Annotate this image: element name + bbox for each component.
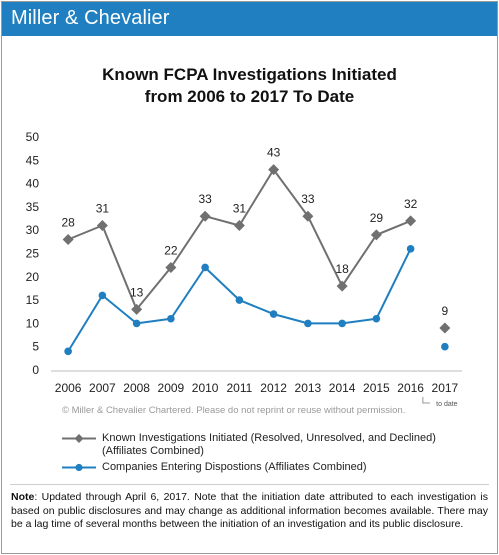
data-point-companies	[132, 319, 141, 328]
x-tick-label: 2006	[55, 381, 82, 395]
legend-item-companies: Companies Entering Dispostions (Affiliat…	[62, 461, 482, 474]
data-point-investigations	[199, 210, 211, 222]
data-label-investigations: 9	[442, 304, 449, 318]
x-tick-label: 2011	[226, 381, 252, 395]
data-label-investigations: 18	[335, 262, 349, 276]
x-tick-label: 2010	[192, 381, 219, 395]
data-point-investigations	[96, 220, 108, 232]
data-label-investigations: 29	[370, 211, 384, 225]
x-tick-label: 2014	[329, 381, 356, 395]
series-line-investigations	[67, 168, 411, 311]
y-tick-label: 0	[32, 363, 39, 377]
legend-label-companies: Companies Entering Dispostions (Affiliat…	[102, 461, 367, 473]
data-point-companies	[304, 319, 312, 328]
data-point-investigations	[370, 229, 382, 241]
chart-title-line-2: from 2006 to 2017 To Date	[144, 87, 355, 106]
note-divider	[10, 484, 489, 485]
chart-title: Known FCPA Investigations Initiated from…	[2, 64, 497, 108]
x-tick-sublabel-bracket	[422, 397, 430, 404]
data-point-companies	[441, 342, 449, 351]
data-point-companies	[406, 245, 415, 253]
x-tick-sublabel: to date	[436, 401, 458, 408]
chart-legend: Known Investigations Initiated (Resolved…	[62, 432, 482, 477]
y-tick-label: 20	[26, 270, 40, 284]
x-tick-label: 2012	[260, 381, 287, 395]
y-tick-label: 15	[26, 293, 40, 307]
data-label-investigations: 33	[198, 192, 212, 206]
brand-logo: Miller & Chevalier	[11, 7, 170, 29]
data-point-investigations	[165, 261, 177, 273]
y-tick-label: 35	[26, 200, 40, 214]
data-point-investigations	[268, 164, 280, 176]
data-point-investigations	[405, 215, 417, 227]
data-point-companies	[338, 319, 346, 328]
data-label-investigations: 13	[130, 285, 144, 299]
data-label-investigations: 32	[404, 197, 418, 211]
y-tick-label: 25	[26, 247, 40, 261]
x-tick-label: 2017	[432, 381, 459, 395]
data-point-companies	[269, 310, 278, 318]
footnote-label: Note	[11, 491, 35, 503]
data-label-investigations: 31	[96, 202, 110, 216]
chart-title-line-1: Known FCPA Investigations Initiated	[102, 65, 397, 84]
footnote: Note: Updated through April 6, 2017. Not…	[11, 491, 488, 532]
data-point-investigations	[336, 280, 348, 292]
data-point-investigations	[439, 322, 451, 334]
data-label-investigations: 22	[164, 243, 178, 257]
data-label-investigations: 33	[301, 192, 315, 206]
x-tick-label: 2008	[123, 381, 150, 395]
data-point-investigations	[233, 220, 245, 232]
data-point-companies	[235, 296, 244, 304]
data-point-companies	[201, 263, 209, 272]
legend-item-investigations: Known Investigations Initiated (Resolved…	[62, 432, 482, 458]
y-tick-label: 40	[26, 177, 40, 191]
data-point-investigations	[131, 303, 143, 315]
x-tick-label: 2013	[295, 381, 322, 395]
legend-swatch-investigations	[62, 434, 96, 443]
y-tick-label: 45	[26, 153, 40, 167]
brand-header: Miller & Chevalier	[2, 2, 497, 36]
data-point-companies	[167, 314, 175, 323]
y-tick-label: 5	[32, 340, 39, 354]
data-label-investigations: 28	[61, 216, 75, 230]
data-point-companies	[372, 314, 381, 323]
legend-label-investigations: Known Investigations Initiated (Resolved…	[102, 432, 436, 457]
legend-swatch-companies	[62, 463, 96, 472]
footnote-text: : Updated through April 6, 2017. Note th…	[11, 491, 488, 530]
copyright-notice: © Miller & Chevalier Chartered. Please d…	[62, 405, 406, 416]
x-tick-label: 2009	[158, 381, 185, 395]
x-tick-label: 2015	[363, 381, 390, 395]
data-label-investigations: 43	[267, 146, 281, 160]
y-tick-label: 50	[26, 130, 40, 144]
data-point-companies	[64, 347, 72, 356]
line-chart: 0 5 10 15 20 25 30 35 40 45 50 2006 2007 2008 2009 2010…	[26, 130, 462, 408]
x-tick-label: 2016	[397, 381, 424, 395]
data-point-investigations	[302, 210, 314, 222]
x-tick-label: 2007	[89, 381, 116, 395]
data-point-companies	[98, 291, 107, 300]
y-tick-label: 30	[26, 223, 40, 237]
data-label-investigations: 31	[233, 202, 247, 216]
data-point-investigations	[62, 234, 74, 246]
y-tick-label: 10	[26, 316, 40, 330]
